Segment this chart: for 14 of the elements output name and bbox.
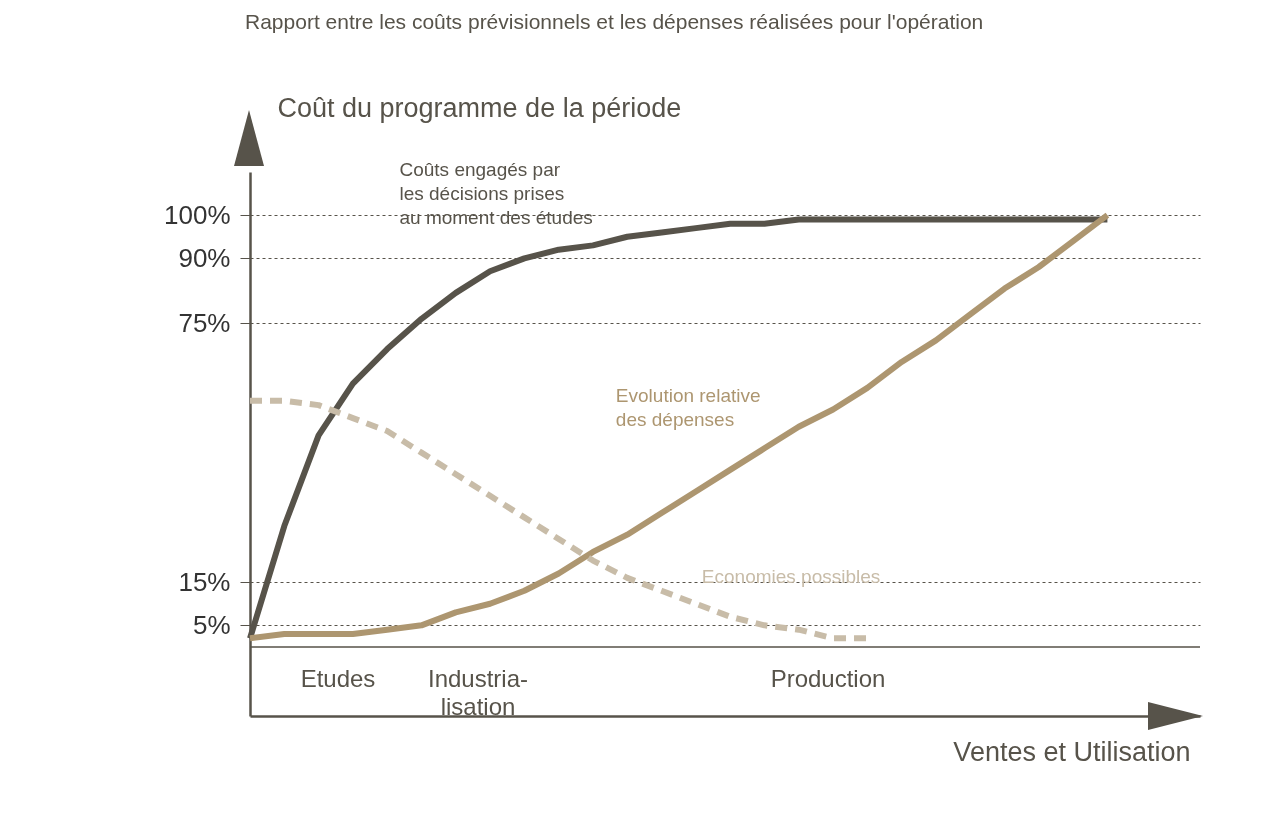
annotation: Industria- lisation bbox=[427, 665, 529, 720]
series-label: Economies possibles bbox=[701, 565, 881, 587]
x-axis-title: Ventes et Utilisation bbox=[953, 736, 1191, 767]
series-label: Coûts engagés par les décisions prises au moment des études bbox=[399, 158, 593, 228]
annotation: Etudes bbox=[300, 665, 376, 692]
y-tick-label: 5% bbox=[192, 609, 231, 640]
annotation: Production bbox=[770, 665, 886, 692]
series-label: Evolution relative des dépenses bbox=[615, 385, 761, 431]
y-axis-title: Coût du programme de la période bbox=[277, 92, 682, 123]
y-tick-label: 15% bbox=[178, 566, 231, 597]
y-tick-label: 75% bbox=[178, 307, 231, 338]
y-tick-label: 90% bbox=[178, 242, 231, 273]
chart-title: Rapport entre les coûts prévisionnels et les dépenses réalisées pour l'opération bbox=[245, 10, 984, 34]
y-tick-label: 100% bbox=[164, 199, 231, 230]
